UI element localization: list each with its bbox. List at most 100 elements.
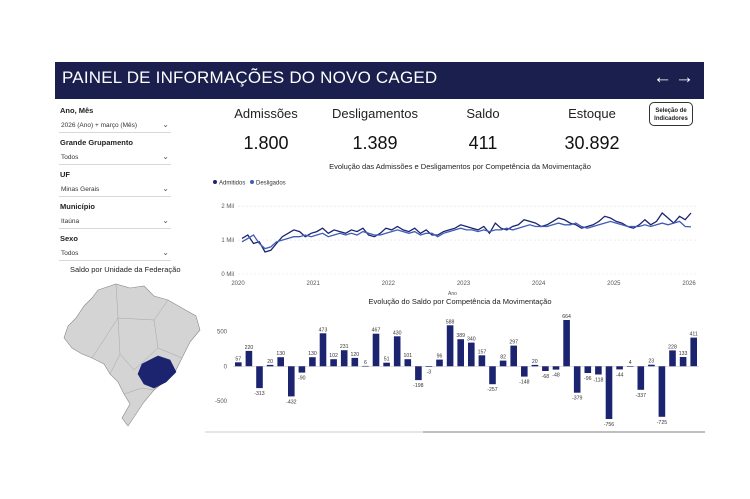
filter-grande-grupamento-dropdown[interactable]: Todos ⌄ [59,152,171,165]
bar [319,333,327,367]
bar-data-label: 133 [679,351,688,357]
chevron-down-icon: ⌄ [162,152,169,161]
bar-data-label: -337 [636,393,646,399]
bar-data-label: -148 [519,380,529,386]
filter-value: Minas Gerais [61,186,100,193]
chevron-down-icon: ⌄ [162,184,169,193]
bar-data-label: 101 [403,353,412,359]
filter-uf-dropdown[interactable]: Minas Gerais ⌄ [59,184,171,197]
bar-data-label: -756 [604,422,614,428]
bar-data-label: -48 [552,373,560,379]
bar [616,366,623,370]
bar [436,359,443,367]
bar [277,357,284,367]
filter-label-grande-grupamento: Grande Grupamento [60,138,133,147]
bar [383,362,390,367]
bar [468,342,475,367]
series-line-desligados [241,220,692,250]
kpi-saldo-value: 411 [468,133,498,153]
filter-label-uf: UF [60,170,70,179]
bar-data-label: 430 [393,330,402,336]
bar-data-label: -3 [427,370,432,376]
brazil-shape [63,283,201,427]
bar [478,355,486,367]
bar-data-label: -118 [593,378,603,384]
bar [404,359,412,367]
forward-arrow-icon[interactable]: → [675,67,694,88]
bar-data-label: 340 [467,337,476,343]
bar [510,345,517,367]
bar [531,364,539,367]
y-tick-label: 0 [224,364,228,370]
y-tick-label: 2 Mil [221,204,234,210]
bar-data-label: 82 [500,355,506,361]
brazil-map[interactable] [58,278,208,428]
filter-value: 2026 (Ano) + março (Mês) [61,122,138,129]
bar-data-label: -379 [572,396,582,402]
minas-gerais-highlight [137,355,177,389]
bar [446,325,454,367]
kpi-admissoes-label: Admissões [234,106,298,121]
chevron-down-icon: ⌄ [162,120,169,129]
x-tick-label: 2022 [382,281,396,287]
bar-data-label: 473 [319,327,328,333]
bar [626,366,634,367]
bar [679,357,687,367]
bar [489,366,496,385]
filter-label-sexo: Sexo [60,234,78,243]
line-chart[interactable]: Admitidos Desligados 0 Mil 1 Mil 2 Mil 2020 20… [205,174,705,299]
kpi-admissoes-value: 1.800 [243,133,289,153]
bar [245,350,253,367]
back-arrow-icon[interactable]: ← [653,67,672,88]
bar-data-label: 23 [648,359,654,365]
bar [457,339,464,367]
bar [351,357,359,367]
bar [393,336,401,367]
bar [266,364,274,367]
page-title: PAINEL DE INFORMAÇÕES DO NOVO CAGED [62,68,438,87]
bar [605,366,613,419]
bar [669,350,676,367]
line-chart-title: Evolução das Admissões e Desligamentos p… [329,162,591,171]
y-tick-label: 1 Mil [221,238,234,244]
bar [425,366,433,367]
bar-data-label: 389 [456,333,465,339]
x-tick-label: 2023 [457,281,471,287]
bar [309,357,316,367]
kpi-estoque-value: 30.892 [564,133,620,153]
bar-data-label: 467 [372,328,381,334]
bar [648,364,655,367]
bar-data-label: 57 [235,356,241,362]
filter-municipio-dropdown[interactable]: Itaúna ⌄ [59,216,171,229]
bar [552,366,560,370]
y-tick-label: 0 Mil [221,272,234,278]
selecao-indicadores-button[interactable]: Seleção de Indicadores [649,102,693,126]
bar [256,366,263,389]
bar [330,359,337,367]
bar [658,366,666,417]
kpi-saldo-label: Saldo [466,106,500,121]
bar-data-label: 20 [267,359,273,365]
bar-data-label: 220 [245,345,254,351]
filter-ano-mes-dropdown[interactable]: 2026 (Ano) + março (Mês) ⌄ [59,120,171,133]
state-border [123,387,155,395]
bar-data-label: 664 [562,314,571,320]
bar-data-label: 231 [340,344,349,350]
kpi-estoque-label: Estoque [568,106,616,121]
bar [499,360,507,367]
filter-value: Todos [61,250,79,257]
y-tick-label: -500 [215,399,228,405]
y-tick-label: 500 [217,329,228,335]
x-tick-label: 2024 [532,281,546,287]
bar [288,366,295,397]
bar-data-label: -90 [298,376,306,382]
bar-chart[interactable]: 5000-50057220-31320130-432-9013047310223… [205,309,705,434]
bar [595,366,602,375]
bar-data-label: 51 [384,357,390,363]
filter-sexo-dropdown[interactable]: Todos ⌄ [59,248,171,261]
bar-data-label: -44 [616,372,624,378]
bar [340,350,348,367]
bar-data-label: -198 [413,383,423,389]
bar-data-label: 588 [446,319,455,325]
x-tick-label: 2020 [231,281,245,287]
